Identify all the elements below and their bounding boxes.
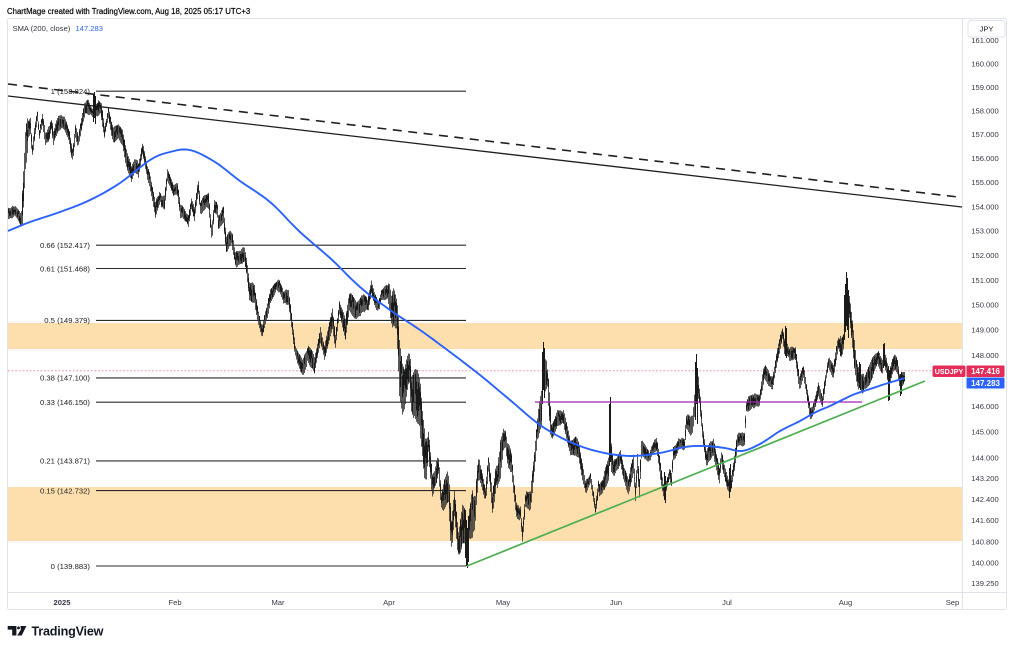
svg-text:0.21 (143.871): 0.21 (143.871) xyxy=(40,457,90,466)
svg-text:148.000: 148.000 xyxy=(971,351,998,360)
svg-text:139.250: 139.250 xyxy=(971,579,998,588)
svg-text:140.000: 140.000 xyxy=(971,559,998,568)
svg-text:0.15 (142.732): 0.15 (142.732) xyxy=(40,486,90,495)
svg-text:0.61 (151.468): 0.61 (151.468) xyxy=(40,264,90,273)
svg-text:USDJPY: USDJPY xyxy=(935,368,964,376)
svg-text:0.38 (147.100): 0.38 (147.100) xyxy=(40,374,90,383)
svg-text:141.600: 141.600 xyxy=(971,516,998,525)
svg-text:Jun: Jun xyxy=(610,598,622,607)
svg-text:140.800: 140.800 xyxy=(971,537,998,546)
svg-text:ChartMage created with Trading: ChartMage created with TradingView.com, … xyxy=(7,7,250,16)
svg-text:0 (139.883): 0 (139.883) xyxy=(51,562,91,571)
svg-text:157.000: 157.000 xyxy=(971,130,998,139)
svg-text:154.000: 154.000 xyxy=(971,202,998,211)
svg-text:TradingView: TradingView xyxy=(32,624,104,638)
svg-text:Sep: Sep xyxy=(946,598,960,607)
svg-text:Apr: Apr xyxy=(383,598,395,607)
svg-text:0.5 (149.379): 0.5 (149.379) xyxy=(44,316,90,325)
svg-text:May: May xyxy=(496,598,511,607)
svg-text:150.000: 150.000 xyxy=(971,301,998,310)
svg-text:143.200: 143.200 xyxy=(971,474,998,483)
svg-text:Mar: Mar xyxy=(271,598,285,607)
svg-text:155.000: 155.000 xyxy=(971,178,998,187)
svg-text:152.000: 152.000 xyxy=(971,251,998,260)
svg-text:0.33 (146.150): 0.33 (146.150) xyxy=(40,398,90,407)
svg-text:Aug: Aug xyxy=(839,598,853,607)
svg-text:147.283: 147.283 xyxy=(971,379,1000,388)
svg-text:142.400: 142.400 xyxy=(971,495,998,504)
svg-text:153.000: 153.000 xyxy=(971,227,998,236)
svg-text:147.416: 147.416 xyxy=(971,367,1000,376)
svg-text:Feb: Feb xyxy=(168,598,181,607)
svg-text:SMA (200, close): SMA (200, close) xyxy=(13,24,71,33)
svg-text:2025: 2025 xyxy=(54,598,72,607)
svg-text:Jul: Jul xyxy=(722,598,732,607)
svg-text:0.66 (152.417): 0.66 (152.417) xyxy=(40,241,90,250)
svg-text:159.000: 159.000 xyxy=(971,83,998,92)
svg-text:151.000: 151.000 xyxy=(971,276,998,285)
svg-text:156.000: 156.000 xyxy=(971,154,998,163)
svg-text:145.000: 145.000 xyxy=(971,428,998,437)
svg-text:161.000: 161.000 xyxy=(971,36,998,45)
svg-text:146.000: 146.000 xyxy=(971,402,998,411)
svg-text:JPY: JPY xyxy=(980,24,994,33)
svg-text:144.000: 144.000 xyxy=(971,453,998,462)
svg-text:158.000: 158.000 xyxy=(971,107,998,116)
svg-text:160.000: 160.000 xyxy=(971,59,998,68)
svg-text:149.000: 149.000 xyxy=(971,326,998,335)
svg-text:147.283: 147.283 xyxy=(76,24,103,33)
